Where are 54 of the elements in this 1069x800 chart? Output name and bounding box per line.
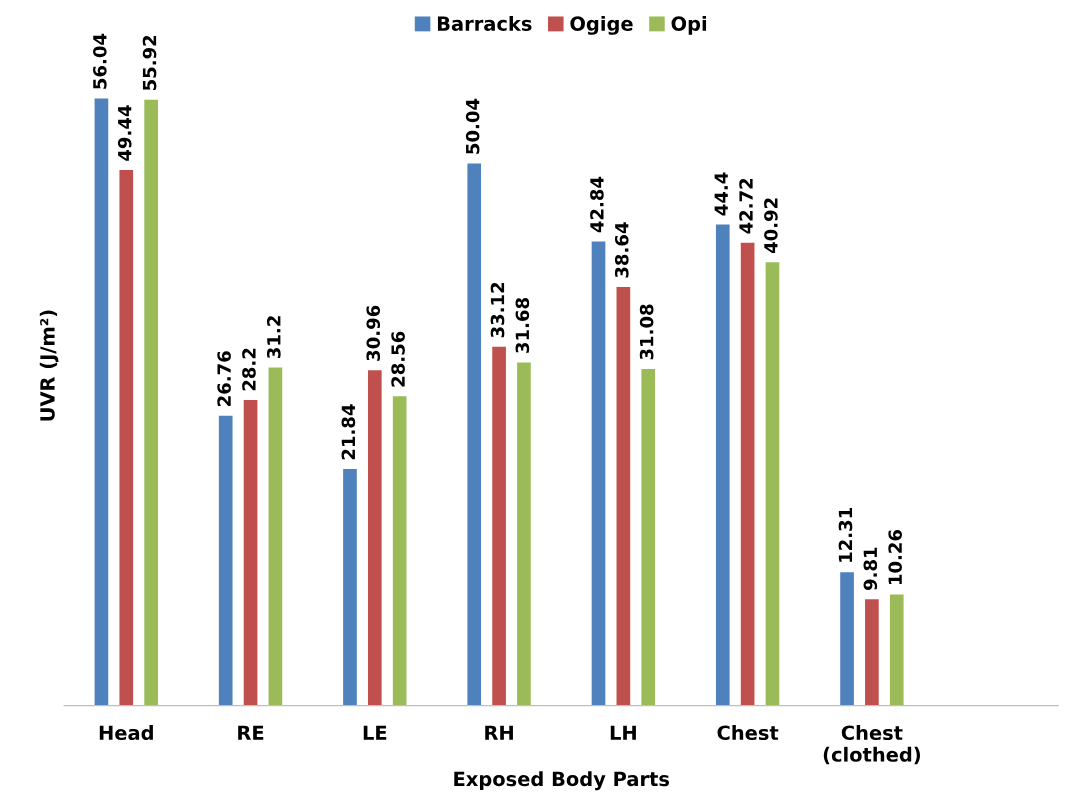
data-label: 44.4 bbox=[714, 172, 728, 216]
legend-label: Barracks bbox=[437, 15, 532, 31]
bar bbox=[392, 396, 407, 706]
bar bbox=[616, 286, 631, 706]
x-tick-label: RE bbox=[238, 725, 264, 740]
data-label: 31.08 bbox=[639, 304, 654, 360]
bar bbox=[367, 370, 382, 706]
data-label: 28.2 bbox=[242, 348, 256, 391]
bar bbox=[492, 346, 506, 706]
x-tick-label: Chest (clothed) bbox=[823, 725, 921, 765]
data-label: 12.31 bbox=[838, 508, 853, 562]
data-label: 42.72 bbox=[739, 178, 753, 234]
bar bbox=[865, 599, 879, 706]
data-label: 40.92 bbox=[764, 198, 778, 254]
x-tick-label: RH bbox=[485, 725, 513, 740]
bar bbox=[343, 468, 357, 706]
legend-label: Ogige bbox=[570, 15, 633, 35]
bar bbox=[641, 368, 656, 706]
bar bbox=[715, 224, 730, 706]
bar bbox=[243, 400, 258, 706]
bar bbox=[889, 594, 904, 706]
x-tick-label: Chest bbox=[717, 725, 779, 741]
data-label: 56.04 bbox=[93, 33, 107, 89]
data-label: 9.81 bbox=[863, 547, 878, 591]
data-label: 30.96 bbox=[366, 305, 381, 361]
legend-label: Opi bbox=[671, 15, 707, 35]
bar bbox=[94, 98, 109, 706]
bar bbox=[765, 262, 780, 706]
data-label: 21.84 bbox=[341, 404, 356, 460]
x-tick-label: LH bbox=[610, 725, 636, 740]
bar bbox=[119, 169, 134, 706]
bar bbox=[144, 99, 158, 706]
bar bbox=[268, 367, 283, 706]
data-label: 49.44 bbox=[117, 105, 132, 161]
x-tick-label: Head bbox=[99, 725, 153, 741]
data-label: 28.56 bbox=[391, 331, 405, 387]
data-label: 55.92 bbox=[142, 35, 157, 91]
y-axis-title: UVR (J/m²) bbox=[39, 310, 59, 421]
bar bbox=[591, 241, 606, 706]
bar bbox=[740, 242, 755, 706]
data-label: 31.68 bbox=[515, 298, 530, 353]
bar bbox=[517, 362, 531, 706]
data-label: 31.2 bbox=[266, 316, 281, 359]
bar bbox=[467, 163, 482, 706]
x-axis-title: Exposed Body Parts bbox=[454, 771, 670, 791]
data-label: 33.12 bbox=[490, 282, 505, 338]
data-label: 42.84 bbox=[590, 176, 604, 233]
data-label: 10.26 bbox=[888, 529, 902, 585]
data-label: 38.64 bbox=[614, 222, 629, 278]
x-tick-label: LE bbox=[363, 725, 387, 740]
data-label: 26.76 bbox=[217, 351, 231, 406]
bar bbox=[218, 415, 233, 706]
bar bbox=[840, 572, 854, 706]
data-label: 50.04 bbox=[465, 98, 480, 154]
